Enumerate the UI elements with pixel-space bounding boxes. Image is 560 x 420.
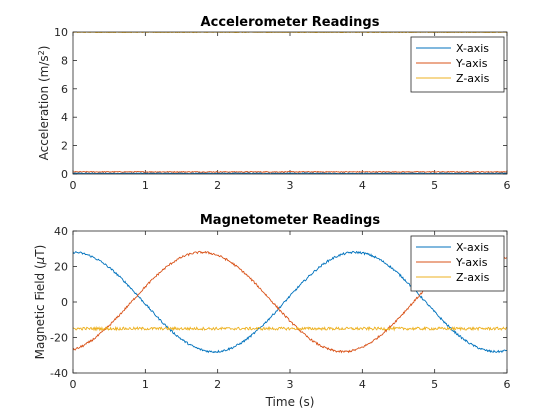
accelerometer-xtick-label: 6	[504, 179, 511, 192]
accelerometer-xtick-label: 2	[214, 179, 221, 192]
accelerometer-axes-box	[72, 31, 508, 175]
accelerometer-xtick-label: 1	[142, 179, 149, 192]
magnetometer-ytick-label: 20	[54, 261, 68, 274]
magnetometer-ylabel: Magnetic Field (μT)	[33, 245, 47, 360]
accelerometer-ylabel-main: Acceleration (m/s	[37, 55, 51, 160]
accelerometer-ytick-label: 4	[61, 111, 68, 124]
magnetometer-title: Magnetometer Readings	[200, 213, 380, 228]
magnetometer-xlabel: Time (s)	[265, 395, 315, 409]
magnetometer-xtick-label: 4	[359, 378, 366, 391]
accelerometer-legend-label-x-axis: X-axis	[456, 42, 489, 55]
magnetometer-xtick-label: 1	[142, 378, 149, 391]
magnetometer-xtick-label: 2	[214, 378, 221, 391]
magnetometer-series-z-axis-line	[73, 325, 507, 332]
accelerometer-ytick-label: 2	[61, 140, 68, 153]
accelerometer-ytick-label: 10	[54, 26, 68, 39]
magnetometer-xtick-label: 0	[70, 378, 77, 391]
magnetometer-legend-label-x-axis: X-axis	[456, 241, 489, 254]
accelerometer-xtick-label: 4	[359, 179, 366, 192]
accelerometer-legend-label-y-axis: Y-axis	[455, 57, 488, 70]
accelerometer-plot: Accelerometer Readings Acceleration (m/s…	[37, 15, 511, 192]
accelerometer-legend-label-z-axis: Z-axis	[456, 72, 490, 85]
magnetometer-legend-label-y-axis: Y-axis	[455, 256, 488, 269]
accelerometer-xtick-label: 5	[431, 179, 438, 192]
magnetometer-legend: X-axis Y-axis Z-axis	[410, 235, 505, 292]
magnetometer-ytick-label: -40	[50, 367, 68, 380]
magnetometer-ylabel-mu: μ	[33, 256, 47, 265]
accelerometer-ytick-label: 6	[61, 83, 68, 96]
accelerometer-xtick-label: 0	[70, 179, 77, 192]
accelerometer-legend: X-axis Y-axis Z-axis	[410, 36, 505, 93]
magnetometer-ylabel-main: Magnetic Field (	[33, 264, 47, 359]
accelerometer-ylabel: Acceleration (m/s2)	[37, 46, 52, 161]
accelerometer-series-y-axis-line	[73, 170, 507, 173]
accelerometer-ylabel-sup: 2	[37, 50, 46, 55]
magnetometer-xtick-label: 5	[431, 378, 438, 391]
magnetometer-axes-box	[72, 230, 508, 374]
magnetometer-xtick-label: 6	[504, 378, 511, 391]
magnetometer-series-x-axis-line	[73, 250, 507, 354]
magnetometer-ylabel-tail: T)	[33, 245, 47, 258]
accelerometer-series-x-axis-line	[73, 172, 507, 174]
magnetometer-xtick-label: 3	[287, 378, 294, 391]
magnetometer-ytick-label: 40	[54, 225, 68, 238]
accelerometer-ytick-label: 8	[61, 54, 68, 67]
magnetometer-ytick-label: -20	[50, 332, 68, 345]
magnetometer-legend-label-z-axis: Z-axis	[456, 271, 490, 284]
magnetometer-ytick-label: 0	[61, 296, 68, 309]
accelerometer-xtick-label: 3	[287, 179, 294, 192]
magnetometer-plot: Magnetometer Readings Magnetic Field (μT…	[33, 213, 511, 409]
accelerometer-ylabel-tail: )	[37, 46, 51, 51]
accelerometer-ytick-label: 0	[61, 168, 68, 181]
accelerometer-title: Accelerometer Readings	[201, 15, 380, 30]
magnetometer-legend-box	[410, 235, 505, 292]
accelerometer-legend-box	[410, 36, 505, 93]
